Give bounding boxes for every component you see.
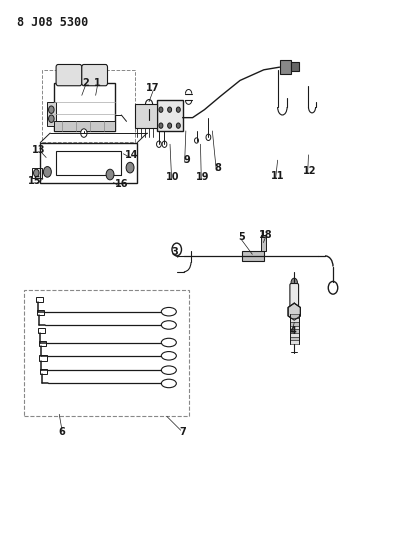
Bar	[261, 235, 266, 251]
Ellipse shape	[161, 352, 176, 360]
Circle shape	[159, 107, 163, 112]
Bar	[25, 290, 189, 416]
Bar	[242, 251, 264, 261]
Circle shape	[48, 106, 54, 114]
Bar	[40, 143, 137, 182]
Polygon shape	[288, 303, 301, 320]
Text: 8 J08 5300: 8 J08 5300	[17, 15, 88, 29]
Circle shape	[48, 115, 54, 123]
Text: 11: 11	[271, 171, 284, 181]
Bar	[39, 341, 46, 346]
Bar	[38, 328, 45, 333]
Text: 13: 13	[31, 144, 45, 155]
Text: 6: 6	[59, 427, 66, 438]
Circle shape	[291, 278, 297, 287]
FancyBboxPatch shape	[290, 284, 299, 308]
Bar	[290, 322, 299, 326]
Ellipse shape	[161, 308, 176, 316]
Bar	[290, 337, 299, 341]
Ellipse shape	[161, 321, 176, 329]
Bar	[36, 297, 43, 302]
Circle shape	[106, 169, 114, 180]
Bar	[54, 122, 116, 131]
Text: 2: 2	[82, 78, 89, 88]
Bar	[146, 119, 152, 126]
Bar	[290, 326, 299, 329]
Bar	[42, 70, 135, 142]
Bar	[39, 356, 46, 361]
Text: 7: 7	[179, 427, 186, 438]
Text: 3: 3	[172, 247, 178, 256]
Circle shape	[206, 134, 211, 141]
Circle shape	[156, 141, 161, 148]
Circle shape	[33, 169, 39, 176]
Bar	[40, 368, 47, 374]
Circle shape	[176, 107, 180, 112]
Bar	[290, 314, 299, 318]
Text: 18: 18	[259, 230, 273, 240]
Text: 4: 4	[290, 326, 297, 336]
Circle shape	[328, 281, 338, 294]
Text: 15: 15	[27, 176, 41, 187]
Circle shape	[176, 123, 180, 128]
Bar	[37, 310, 44, 316]
Bar	[290, 333, 299, 337]
Text: 14: 14	[125, 150, 138, 160]
Circle shape	[81, 129, 87, 138]
Circle shape	[126, 163, 134, 173]
Text: 19: 19	[196, 172, 209, 182]
Text: 1: 1	[94, 78, 101, 88]
Circle shape	[168, 123, 172, 128]
Bar	[157, 100, 183, 131]
Bar	[290, 329, 299, 333]
Bar	[56, 151, 121, 174]
FancyBboxPatch shape	[56, 64, 82, 86]
Text: 5: 5	[239, 232, 245, 243]
Bar	[290, 318, 299, 322]
Bar	[290, 341, 299, 344]
Circle shape	[43, 166, 51, 177]
Bar	[54, 83, 116, 131]
Circle shape	[159, 123, 163, 128]
Circle shape	[168, 107, 172, 112]
Ellipse shape	[161, 338, 176, 347]
Ellipse shape	[161, 379, 176, 387]
Text: 10: 10	[166, 172, 179, 182]
Ellipse shape	[161, 366, 176, 374]
FancyBboxPatch shape	[82, 64, 108, 86]
Bar	[47, 102, 56, 126]
Circle shape	[145, 100, 152, 109]
Bar	[291, 62, 299, 71]
Bar	[32, 167, 42, 178]
Text: 12: 12	[303, 166, 316, 176]
Text: 17: 17	[146, 83, 160, 93]
Circle shape	[162, 141, 167, 148]
Circle shape	[172, 243, 181, 256]
Text: 8: 8	[215, 163, 222, 173]
Text: 9: 9	[183, 155, 190, 165]
Text: 16: 16	[115, 179, 128, 189]
Bar	[135, 104, 157, 128]
Bar	[279, 60, 291, 74]
Circle shape	[195, 138, 198, 143]
